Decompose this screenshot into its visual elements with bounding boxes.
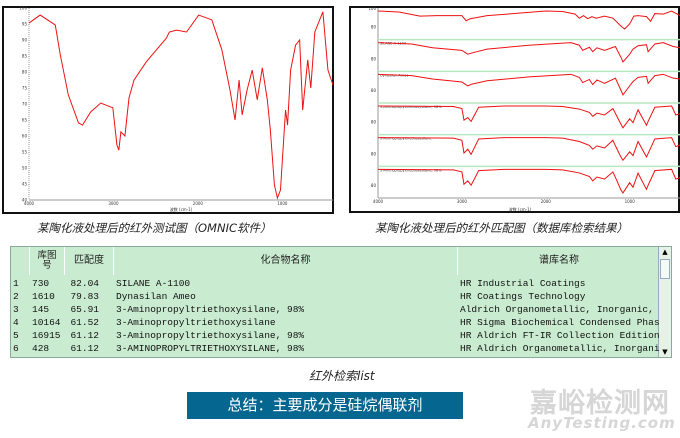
- compound-name: 3-Aminopropyltriethoxysilane, 98%: [116, 304, 305, 315]
- reference-spectrum-line: [377, 10, 680, 30]
- library-name: HR Coatings Technology: [460, 291, 586, 302]
- list-caption: 红外检索list: [309, 369, 375, 383]
- reference-spectrum-line: [377, 137, 680, 162]
- match-spectrum-frame: [349, 6, 680, 213]
- y-tick-label: 95: [22, 22, 28, 27]
- y-tick-label: 80: [371, 56, 377, 61]
- header-compound[interactable]: 化合物名称: [114, 247, 458, 275]
- y-tick-label: 100: [368, 6, 376, 11]
- row-index: 2: [13, 291, 19, 302]
- match-score: 65.91: [70, 304, 99, 315]
- x-tick-label: 2000: [541, 199, 552, 204]
- table-row[interactable]: 4 10164 61.52 3-Aminopropyltriethoxysilane H…: [11, 316, 661, 329]
- header-library[interactable]: 谱库名称: [458, 247, 661, 275]
- x-tick-label: 4000: [373, 199, 384, 204]
- match-score: 61.12: [70, 343, 99, 354]
- table-scrollbar[interactable]: ▲ ▼: [658, 247, 671, 357]
- reference-spectrum-line: [377, 73, 680, 96]
- x-tick-label: 1000: [625, 199, 636, 204]
- library-name: HR Aldrich Organometallic, Inorganic: [460, 343, 660, 354]
- sample-spectrum-line: [28, 11, 334, 200]
- row-index: 3: [13, 304, 19, 315]
- compound-name: 3-AMINOPROPYLTRIETHOXYSILANE, 98%: [116, 343, 305, 354]
- row-index: 5: [13, 330, 19, 341]
- table-row[interactable]: 5 16915 61.12 3-Aminopropyltriethoxysilane,…: [11, 329, 661, 342]
- x-tick-label: 2000: [193, 201, 204, 206]
- table-row[interactable]: 6 428 61.12 3-AMINOPROPYLTRIETHOXYSILANE, 9…: [11, 342, 661, 355]
- reference-spectrum-line: [377, 168, 680, 194]
- y-tick-label: 80: [371, 25, 377, 30]
- match-score: 61.52: [70, 317, 99, 328]
- library-id: 145: [32, 304, 50, 315]
- row-index: 1: [13, 278, 19, 289]
- y-tick-label: 80: [371, 183, 377, 188]
- header-match[interactable]: 匹配度: [65, 247, 114, 275]
- scroll-down-icon[interactable]: ▼: [662, 348, 668, 356]
- y-tick-label: 60: [22, 134, 28, 139]
- match-score: 82.04: [70, 278, 99, 289]
- y-tick-label: 80: [371, 120, 377, 125]
- panel-label: 3-Aminopropyltriethoxysilane, 98%: [380, 168, 442, 172]
- y-tick-label: 55: [22, 150, 28, 155]
- y-tick-label: 80: [22, 70, 28, 75]
- library-name: HR Industrial Coatings: [460, 278, 586, 289]
- row-index: 6: [13, 343, 19, 354]
- table-row[interactable]: 3 145 65.91 3-Aminopropyltriethoxysilane, 9…: [11, 303, 661, 316]
- summary-banner: 总结：主要成分是硅烷偶联剂: [187, 392, 463, 419]
- x-axis-label: 波数 (cm-1): [509, 206, 532, 212]
- y-tick-label: 50: [22, 166, 28, 171]
- table-row[interactable]: 2 1610 79.83 Dynasilan Ameo HR Coatings Tech…: [11, 290, 661, 303]
- header-index: [11, 247, 30, 275]
- y-tick-label: 85: [22, 54, 28, 59]
- panel-label: 3-Aminopropyltriethoxysilane, 98%: [380, 105, 442, 109]
- compound-name: SILANE A-1100: [116, 278, 191, 289]
- sample-spectrum-frame: [2, 6, 334, 214]
- right-caption: 某陶化液处理后的红外匹配图（数据库检索结果）: [375, 221, 628, 235]
- watermark-en: AnyTesting.com: [528, 414, 676, 432]
- row-index: 4: [13, 317, 19, 328]
- y-tick-label: 75: [22, 86, 28, 91]
- library-name: HR Sigma Biochemical Condensed Phase: [460, 317, 660, 328]
- compound-name: Dynasilan Ameo: [116, 291, 196, 302]
- left-caption: 某陶化液处理后的红外测试图（OMNIC软件）: [37, 221, 272, 235]
- x-tick-label: 3000: [108, 201, 119, 206]
- match-score: 61.12: [70, 330, 99, 341]
- y-tick-label: 80: [371, 88, 377, 93]
- y-tick-label: 70: [22, 102, 28, 107]
- library-id: 1610: [32, 291, 55, 302]
- library-id: 16915: [32, 330, 61, 341]
- library-id: 730: [32, 278, 50, 289]
- library-id: 428: [32, 343, 50, 354]
- x-tick-label: 3000: [457, 199, 468, 204]
- library-name: HR Aldrich FT-IR Collection Edition: [460, 330, 660, 341]
- scroll-thumb[interactable]: [660, 259, 670, 279]
- reference-spectrum-line: [377, 105, 680, 129]
- reference-spectrum-line: [377, 42, 680, 63]
- y-tick-label: 65: [22, 118, 28, 123]
- x-tick-label: 1000: [277, 201, 288, 206]
- header-library-id[interactable]: 库图号: [30, 247, 65, 275]
- library-name: Aldrich Organometallic, Inorganic, E: [460, 304, 660, 315]
- table-row[interactable]: 1 730 82.04 SILANE A-1100 HR Industrial Coat…: [11, 277, 661, 290]
- library-id: 10164: [32, 317, 61, 328]
- y-tick-label: 90: [22, 38, 28, 43]
- x-tick-label: 4000: [24, 201, 35, 206]
- watermark-cn: 嘉峪检测网: [530, 388, 670, 419]
- compound-name: 3-Aminopropyltriethoxysilane: [116, 317, 276, 328]
- spectra-svg: 4000 3000 2000 1000 100 95 90 85 80 75 70 65 60 55 50 4…: [19, 6, 680, 212]
- match-score: 79.83: [70, 291, 99, 302]
- compound-name: 3-Aminopropyltriethoxysilane, 98%: [116, 330, 305, 341]
- scroll-up-icon[interactable]: ▲: [662, 248, 668, 256]
- y-tick-label: 45: [22, 182, 28, 187]
- x-axis-label: 波数 (cm-1): [170, 206, 193, 212]
- search-results-table: 库图号 匹配度 化合物名称 谱库名称 ▲ ▼ 1 730 82.04 SILANE A…: [10, 246, 672, 358]
- y-tick-label: 40: [22, 198, 28, 203]
- panel-label: 3-Aminopropyltriethoxysilane: [380, 137, 432, 141]
- y-tick-label: 100: [19, 6, 27, 11]
- y-tick-label: 80: [371, 151, 377, 156]
